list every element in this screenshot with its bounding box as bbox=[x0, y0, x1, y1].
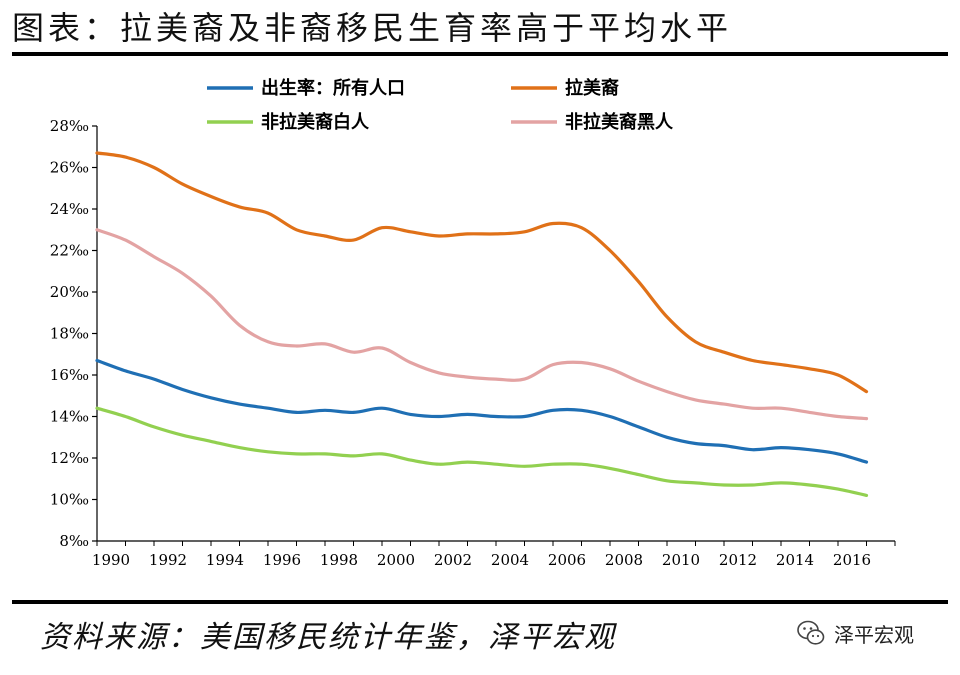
y-tick-label: 18‰ bbox=[50, 325, 89, 343]
legend-label-hispanic: 拉美裔 bbox=[565, 77, 619, 99]
y-tick-label: 22‰ bbox=[50, 242, 89, 260]
x-tick-label: 1996 bbox=[263, 551, 301, 569]
x-tick-label: 2016 bbox=[833, 551, 871, 569]
x-tick-label: 1992 bbox=[149, 551, 187, 569]
x-axis: 1990 1992 1994 1996 1998 2000 2002 2004 2006 2008… bbox=[92, 540, 896, 569]
x-tick-label: 2004 bbox=[491, 551, 529, 569]
x-tick-label: 1994 bbox=[206, 551, 244, 569]
y-axis: 8‰ 10‰ 12‰ 14‰ 16‰ 18‰ 20‰ 22‰ 24‰ 26‰ 28‰ bbox=[50, 117, 98, 550]
x-tick-label: 2002 bbox=[434, 551, 472, 569]
y-tick-label: 20‰ bbox=[50, 283, 89, 301]
y-tick-label: 24‰ bbox=[50, 200, 89, 218]
legend-label-non-hispanic-black: 非拉美裔黑人 bbox=[565, 111, 674, 133]
x-tick-label: 2008 bbox=[605, 551, 643, 569]
x-tick-label: 1998 bbox=[320, 551, 358, 569]
bottom-divider bbox=[12, 600, 948, 604]
y-tick-label: 16‰ bbox=[50, 366, 89, 384]
x-tick-label: 2010 bbox=[662, 551, 700, 569]
y-tick-label: 8‰ bbox=[59, 532, 89, 550]
wechat-icon bbox=[797, 620, 825, 645]
y-tick-label: 10‰ bbox=[50, 491, 89, 509]
series-line-non-hispanic-black bbox=[95, 228, 869, 421]
x-tick-label: 2012 bbox=[719, 551, 757, 569]
legend-label-all-population: 出生率：所有人口 bbox=[261, 77, 405, 99]
top-divider bbox=[12, 52, 948, 56]
y-tick-label: 14‰ bbox=[50, 408, 89, 426]
series-line-hispanic bbox=[95, 151, 869, 394]
x-tick-label: 2014 bbox=[776, 551, 814, 569]
x-tick-label: 1990 bbox=[92, 551, 130, 569]
series-line-non-hispanic-white bbox=[95, 406, 869, 497]
x-tick-label: 2006 bbox=[548, 551, 586, 569]
y-tick-label: 28‰ bbox=[50, 117, 89, 135]
page-title: 图表：拉美裔及非裔移民生育率高于平均水平 bbox=[12, 9, 733, 47]
source-note: 资料来源：美国移民统计年鉴，泽平宏观 bbox=[40, 620, 616, 655]
series-line-all-population bbox=[95, 358, 869, 464]
series-lines bbox=[95, 151, 869, 497]
brand-name: 泽平宏观 bbox=[834, 622, 914, 647]
y-tick-label: 12‰ bbox=[50, 449, 89, 467]
x-tick-label: 2000 bbox=[377, 551, 415, 569]
legend-label-non-hispanic-white: 非拉美裔白人 bbox=[261, 111, 370, 133]
y-tick-label: 26‰ bbox=[50, 159, 89, 177]
brand-watermark: 泽平宏观 bbox=[796, 618, 914, 648]
